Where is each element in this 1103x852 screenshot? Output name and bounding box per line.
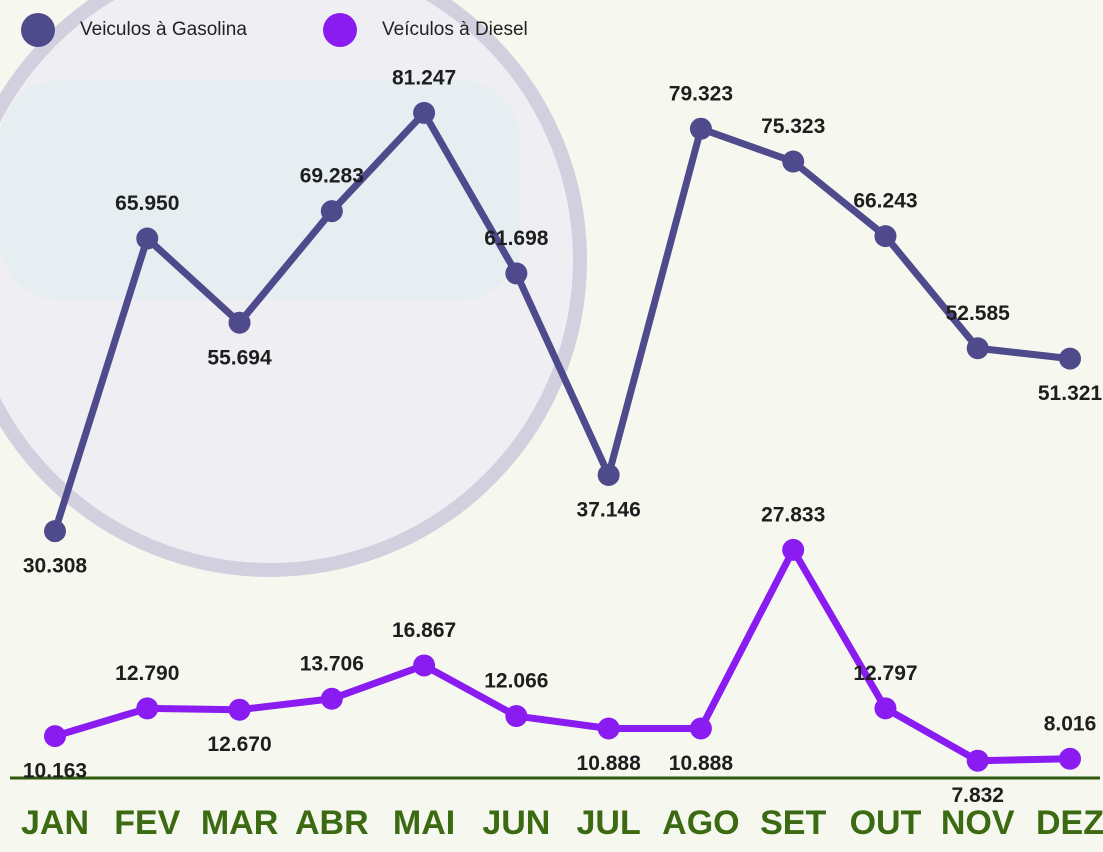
point [1059, 348, 1081, 370]
x-tick-label: AGO [662, 804, 739, 842]
data-label: 55.694 [207, 346, 272, 369]
point [690, 717, 712, 739]
point [967, 337, 989, 359]
data-label: 27.833 [761, 503, 825, 526]
point [505, 262, 527, 284]
data-label: 69.283 [300, 165, 364, 188]
point [967, 750, 989, 772]
data-label: 8.016 [1044, 712, 1097, 735]
x-tick-label: MAR [201, 804, 278, 842]
data-label: 52.585 [946, 302, 1011, 325]
point [782, 539, 804, 561]
data-label: 65.950 [115, 192, 179, 215]
x-tick-label: SET [760, 804, 826, 842]
data-label: 16.867 [392, 619, 456, 642]
data-label: 66.243 [853, 190, 917, 213]
point [505, 705, 527, 727]
point [44, 520, 66, 542]
point [413, 102, 435, 124]
x-tick-label: NOV [941, 804, 1015, 842]
data-label: 12.790 [115, 662, 179, 685]
data-label: 13.706 [300, 652, 364, 675]
point [874, 697, 896, 719]
data-label: 12.797 [853, 662, 917, 685]
x-tick-label: JAN [21, 804, 89, 842]
point [321, 688, 343, 710]
data-label: 7.832 [951, 784, 1004, 807]
point [598, 464, 620, 486]
x-tick-label: OUT [850, 804, 922, 842]
legend-label: Veículos à Diesel [382, 19, 528, 40]
legend-swatch [323, 13, 357, 47]
point [229, 699, 251, 721]
data-label: 12.066 [484, 670, 548, 693]
point [1059, 748, 1081, 770]
chart: JAN FEV MAR ABR MAI JUN JUL AGO SET OUT NOV DEZ 30.3… [0, 0, 1103, 852]
point [136, 228, 158, 250]
x-tick-label: MAI [393, 804, 455, 842]
x-tick-label: JUN [482, 804, 550, 842]
data-label: 12.670 [207, 733, 271, 756]
point [321, 200, 343, 222]
x-tick-label: DEZ [1036, 804, 1103, 842]
x-tick-label: FEV [114, 804, 180, 842]
point [690, 118, 712, 140]
point [598, 717, 620, 739]
data-label: 10.888 [669, 752, 734, 775]
decor-car [0, 80, 520, 300]
point [136, 697, 158, 719]
data-label: 79.323 [669, 82, 733, 105]
data-label: 75.323 [761, 115, 825, 138]
data-label: 37.146 [577, 499, 641, 522]
point [874, 225, 896, 247]
x-tick-label: JUL [577, 804, 641, 842]
x-tick-label: ABR [295, 804, 369, 842]
point [413, 654, 435, 676]
data-label: 10.163 [23, 760, 87, 783]
data-label: 61.698 [484, 227, 549, 250]
data-label: 81.247 [392, 66, 456, 89]
legend-label: Veiculos à Gasolina [80, 19, 247, 40]
point [782, 151, 804, 173]
data-label: 51.321 [1038, 382, 1103, 405]
data-label: 30.308 [23, 555, 88, 578]
legend-swatch [21, 13, 55, 47]
data-label: 10.888 [577, 752, 642, 775]
point [229, 312, 251, 334]
point [44, 725, 66, 747]
